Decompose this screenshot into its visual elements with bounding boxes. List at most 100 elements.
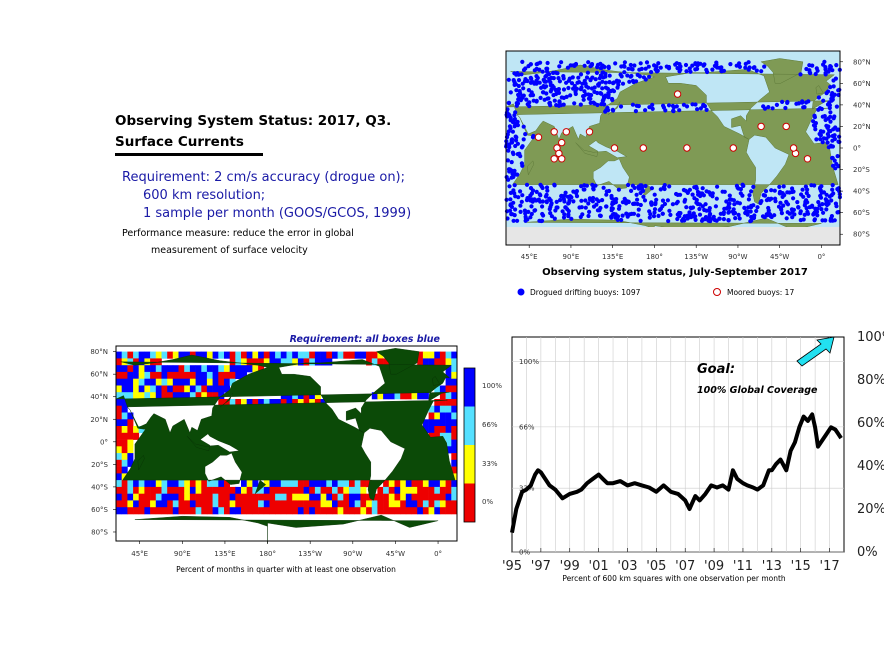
drifter-point	[830, 97, 835, 102]
coverage-cell	[201, 480, 208, 488]
drifter-point	[534, 78, 539, 83]
coverage-cell	[292, 358, 299, 366]
coverage-cell	[320, 351, 327, 359]
coverage-cell	[354, 486, 361, 494]
coverage-cell	[371, 392, 378, 400]
coverage-cell	[127, 365, 134, 373]
coverage-continents	[115, 348, 456, 544]
drifter-point	[516, 83, 521, 89]
drifter-point	[548, 198, 553, 203]
coverage-cell	[172, 480, 179, 488]
coverage-map-title: Requirement: all boxes blue	[290, 334, 441, 345]
drifter-point	[534, 62, 539, 67]
drifter-point	[598, 205, 603, 211]
drifter-point	[644, 60, 650, 65]
coverage-cell	[127, 486, 134, 494]
coverage-cell	[167, 371, 174, 379]
coverage-cell	[161, 378, 168, 386]
drifter-point	[662, 201, 668, 207]
coverage-cell	[241, 358, 247, 366]
coverage-cell	[241, 399, 247, 407]
drifter-point	[550, 83, 555, 88]
coverage-cell	[451, 358, 458, 366]
drifter-point	[505, 158, 510, 163]
coverage-cell	[445, 486, 452, 494]
coverage-cell	[178, 507, 185, 515]
coverage-cell	[439, 412, 446, 420]
drifter-point	[512, 168, 517, 173]
drifter-point	[586, 92, 591, 97]
drifter-point	[693, 102, 698, 107]
drifter-point	[610, 88, 615, 93]
coverage-cell	[451, 385, 458, 393]
drifter-point	[831, 84, 836, 89]
coverage-cell	[417, 480, 424, 488]
coverage-cell	[246, 500, 253, 508]
drifter-point	[515, 119, 520, 124]
coverage-cell	[451, 378, 458, 386]
x-tick-label: '11	[733, 559, 753, 574]
drifter-point	[675, 66, 680, 71]
drifter-point	[834, 63, 839, 68]
coverage-cell	[184, 500, 191, 508]
coverage-cell	[116, 500, 122, 508]
drifter-point	[576, 75, 581, 80]
coverage-cell	[178, 480, 185, 488]
coverage-cell	[167, 480, 174, 488]
coverage-cell	[121, 446, 128, 454]
drifter-point	[562, 212, 567, 217]
drifter-point	[778, 206, 784, 211]
drifter-point	[545, 60, 550, 66]
drifter-point	[649, 70, 654, 75]
coverage-cell	[206, 392, 213, 400]
coverage-cell	[269, 507, 276, 515]
moored-point	[558, 155, 566, 163]
drifter-point	[611, 81, 616, 86]
drifter-point	[715, 184, 720, 189]
drifter-point	[717, 216, 722, 221]
drifter-point	[638, 218, 643, 223]
drifter-point	[703, 202, 708, 207]
drifter-point	[791, 196, 796, 201]
coverage-cell	[360, 493, 367, 501]
coverage-cell	[343, 486, 350, 494]
drifter-point	[817, 106, 823, 111]
drifter-point	[534, 189, 539, 194]
moored-point	[550, 128, 558, 136]
drifter-point	[711, 214, 716, 219]
coverage-cell	[206, 500, 213, 508]
coverage-cell	[439, 507, 446, 515]
coverage-cell	[161, 351, 168, 359]
coverage-cell	[297, 486, 304, 494]
coverage-cell	[320, 480, 327, 488]
x-tick-label: 45°W	[386, 550, 405, 558]
coverage-cell	[212, 371, 219, 379]
coverage-cell	[451, 432, 458, 440]
y-tick-label: 60°N	[90, 371, 108, 379]
coverage-cell	[405, 392, 412, 400]
drifter-point	[784, 216, 789, 221]
coverage-cell	[224, 500, 230, 508]
coverage-cell	[445, 493, 452, 501]
coverage-cell	[383, 392, 390, 400]
drifter-point	[802, 203, 807, 208]
x-tick-label: '07	[675, 559, 695, 574]
drifter-point	[726, 218, 731, 223]
coverage-cell	[150, 500, 157, 508]
drifter-point	[833, 201, 839, 206]
drifter-point	[547, 101, 552, 106]
drifter-point	[581, 187, 586, 192]
drifter-point	[549, 214, 555, 219]
drifter-point	[829, 193, 834, 198]
coverage-colorbar: 100% 66% 33% 0%	[463, 367, 502, 523]
drifter-point	[729, 197, 734, 202]
coverage-cell	[121, 426, 128, 434]
drifter-point	[742, 205, 747, 210]
coverage-cell	[417, 351, 424, 359]
coverage-cell	[434, 358, 441, 366]
drifter-point	[830, 68, 835, 73]
coverage-cell	[252, 507, 259, 515]
drifter-point	[649, 186, 655, 191]
drifter-point	[662, 186, 667, 192]
coverage-cell	[189, 385, 196, 393]
